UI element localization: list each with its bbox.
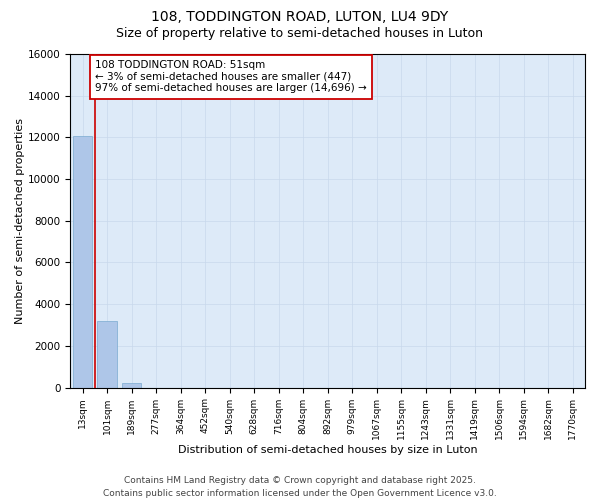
Bar: [73, 136, 92, 388]
Text: Contains HM Land Registry data © Crown copyright and database right 2025.
Contai: Contains HM Land Registry data © Crown c…: [103, 476, 497, 498]
X-axis label: Distribution of semi-detached houses by size in Luton: Distribution of semi-detached houses by …: [178, 445, 478, 455]
Bar: [97, 321, 117, 388]
Text: 108 TODDINGTON ROAD: 51sqm
← 3% of semi-detached houses are smaller (447)
97% of: 108 TODDINGTON ROAD: 51sqm ← 3% of semi-…: [95, 60, 367, 94]
Text: Size of property relative to semi-detached houses in Luton: Size of property relative to semi-detach…: [116, 28, 484, 40]
Text: 108, TODDINGTON ROAD, LUTON, LU4 9DY: 108, TODDINGTON ROAD, LUTON, LU4 9DY: [151, 10, 449, 24]
Bar: [122, 384, 142, 388]
Y-axis label: Number of semi-detached properties: Number of semi-detached properties: [15, 118, 25, 324]
